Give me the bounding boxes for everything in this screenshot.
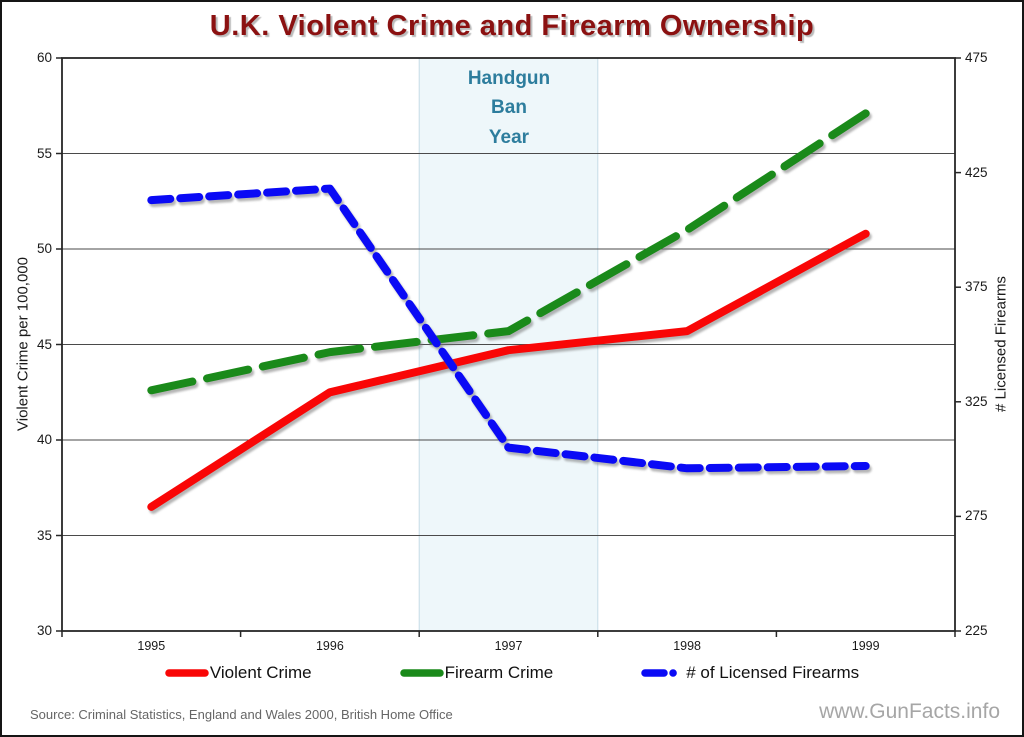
chart-title: U.K. Violent Crime and Firearm Ownership: [209, 10, 815, 42]
x-axis-tick-label: 1999: [851, 639, 880, 653]
legend-line-sample: [641, 669, 685, 677]
left-axis-tick-label: 40: [36, 432, 52, 447]
plot-border: [61, 57, 956, 632]
firearm-crime-line: [147, 109, 870, 395]
source-text: Source: Criminal Statistics, England and…: [30, 707, 453, 722]
left-axis-tick-label: 45: [36, 336, 52, 352]
right-axis-title: # Licensed Firearms: [992, 276, 1010, 412]
handgun-ban-label-line3: Year: [488, 126, 530, 148]
legend-line-sample: [399, 669, 444, 677]
legend-item-3: # of Licensed Firearms: [641, 663, 859, 683]
legend-line-sample: [165, 669, 209, 677]
legend-item-2: Firearm Crime: [399, 663, 554, 683]
left-axis-tick-label: 55: [36, 145, 52, 161]
legend-label: Violent Crime: [209, 663, 312, 682]
plot-area: [56, 57, 961, 637]
of-licensed-firearms-line: [147, 184, 870, 473]
x-axis-tick-label: 1995: [137, 639, 166, 653]
handgun-ban-label-line1: Handgun: [467, 68, 551, 89]
x-axis-tick-label: 1996: [315, 639, 344, 653]
x-axis-tick-label: 1998: [673, 639, 701, 653]
left-axis-tick-label: 50: [36, 241, 52, 256]
right-axis-tick-label: 275: [965, 508, 988, 524]
legend-label: # of Licensed Firearms: [686, 663, 860, 682]
plot-canvas: [56, 57, 961, 637]
x-axis-tick-label: 1997: [494, 639, 523, 653]
legend-item-1: Violent Crime: [165, 663, 312, 683]
right-axis-tick-label: 225: [965, 623, 988, 638]
right-axis-tick-label: 425: [965, 164, 988, 180]
left-axis-tick-label: 60: [36, 50, 52, 65]
right-axis-tick-label: 475: [965, 50, 988, 65]
watermark: www.GunFacts.info: [819, 700, 1000, 723]
legend-label: Firearm Crime: [444, 663, 554, 682]
right-axis-tick-label: 375: [965, 279, 988, 295]
right-axis-tick-label: 325: [965, 393, 988, 409]
left-axis-tick-label: 30: [36, 623, 52, 638]
handgun-ban-label-line2: Ban: [491, 97, 527, 119]
left-axis-tick-label: 35: [36, 527, 52, 543]
handgun-ban-label: Handgun Ban Year: [419, 64, 599, 152]
legend: Violent Crime Firearm Crime # of Licensed …: [2, 663, 1022, 683]
violent-crime-line: [147, 229, 870, 511]
